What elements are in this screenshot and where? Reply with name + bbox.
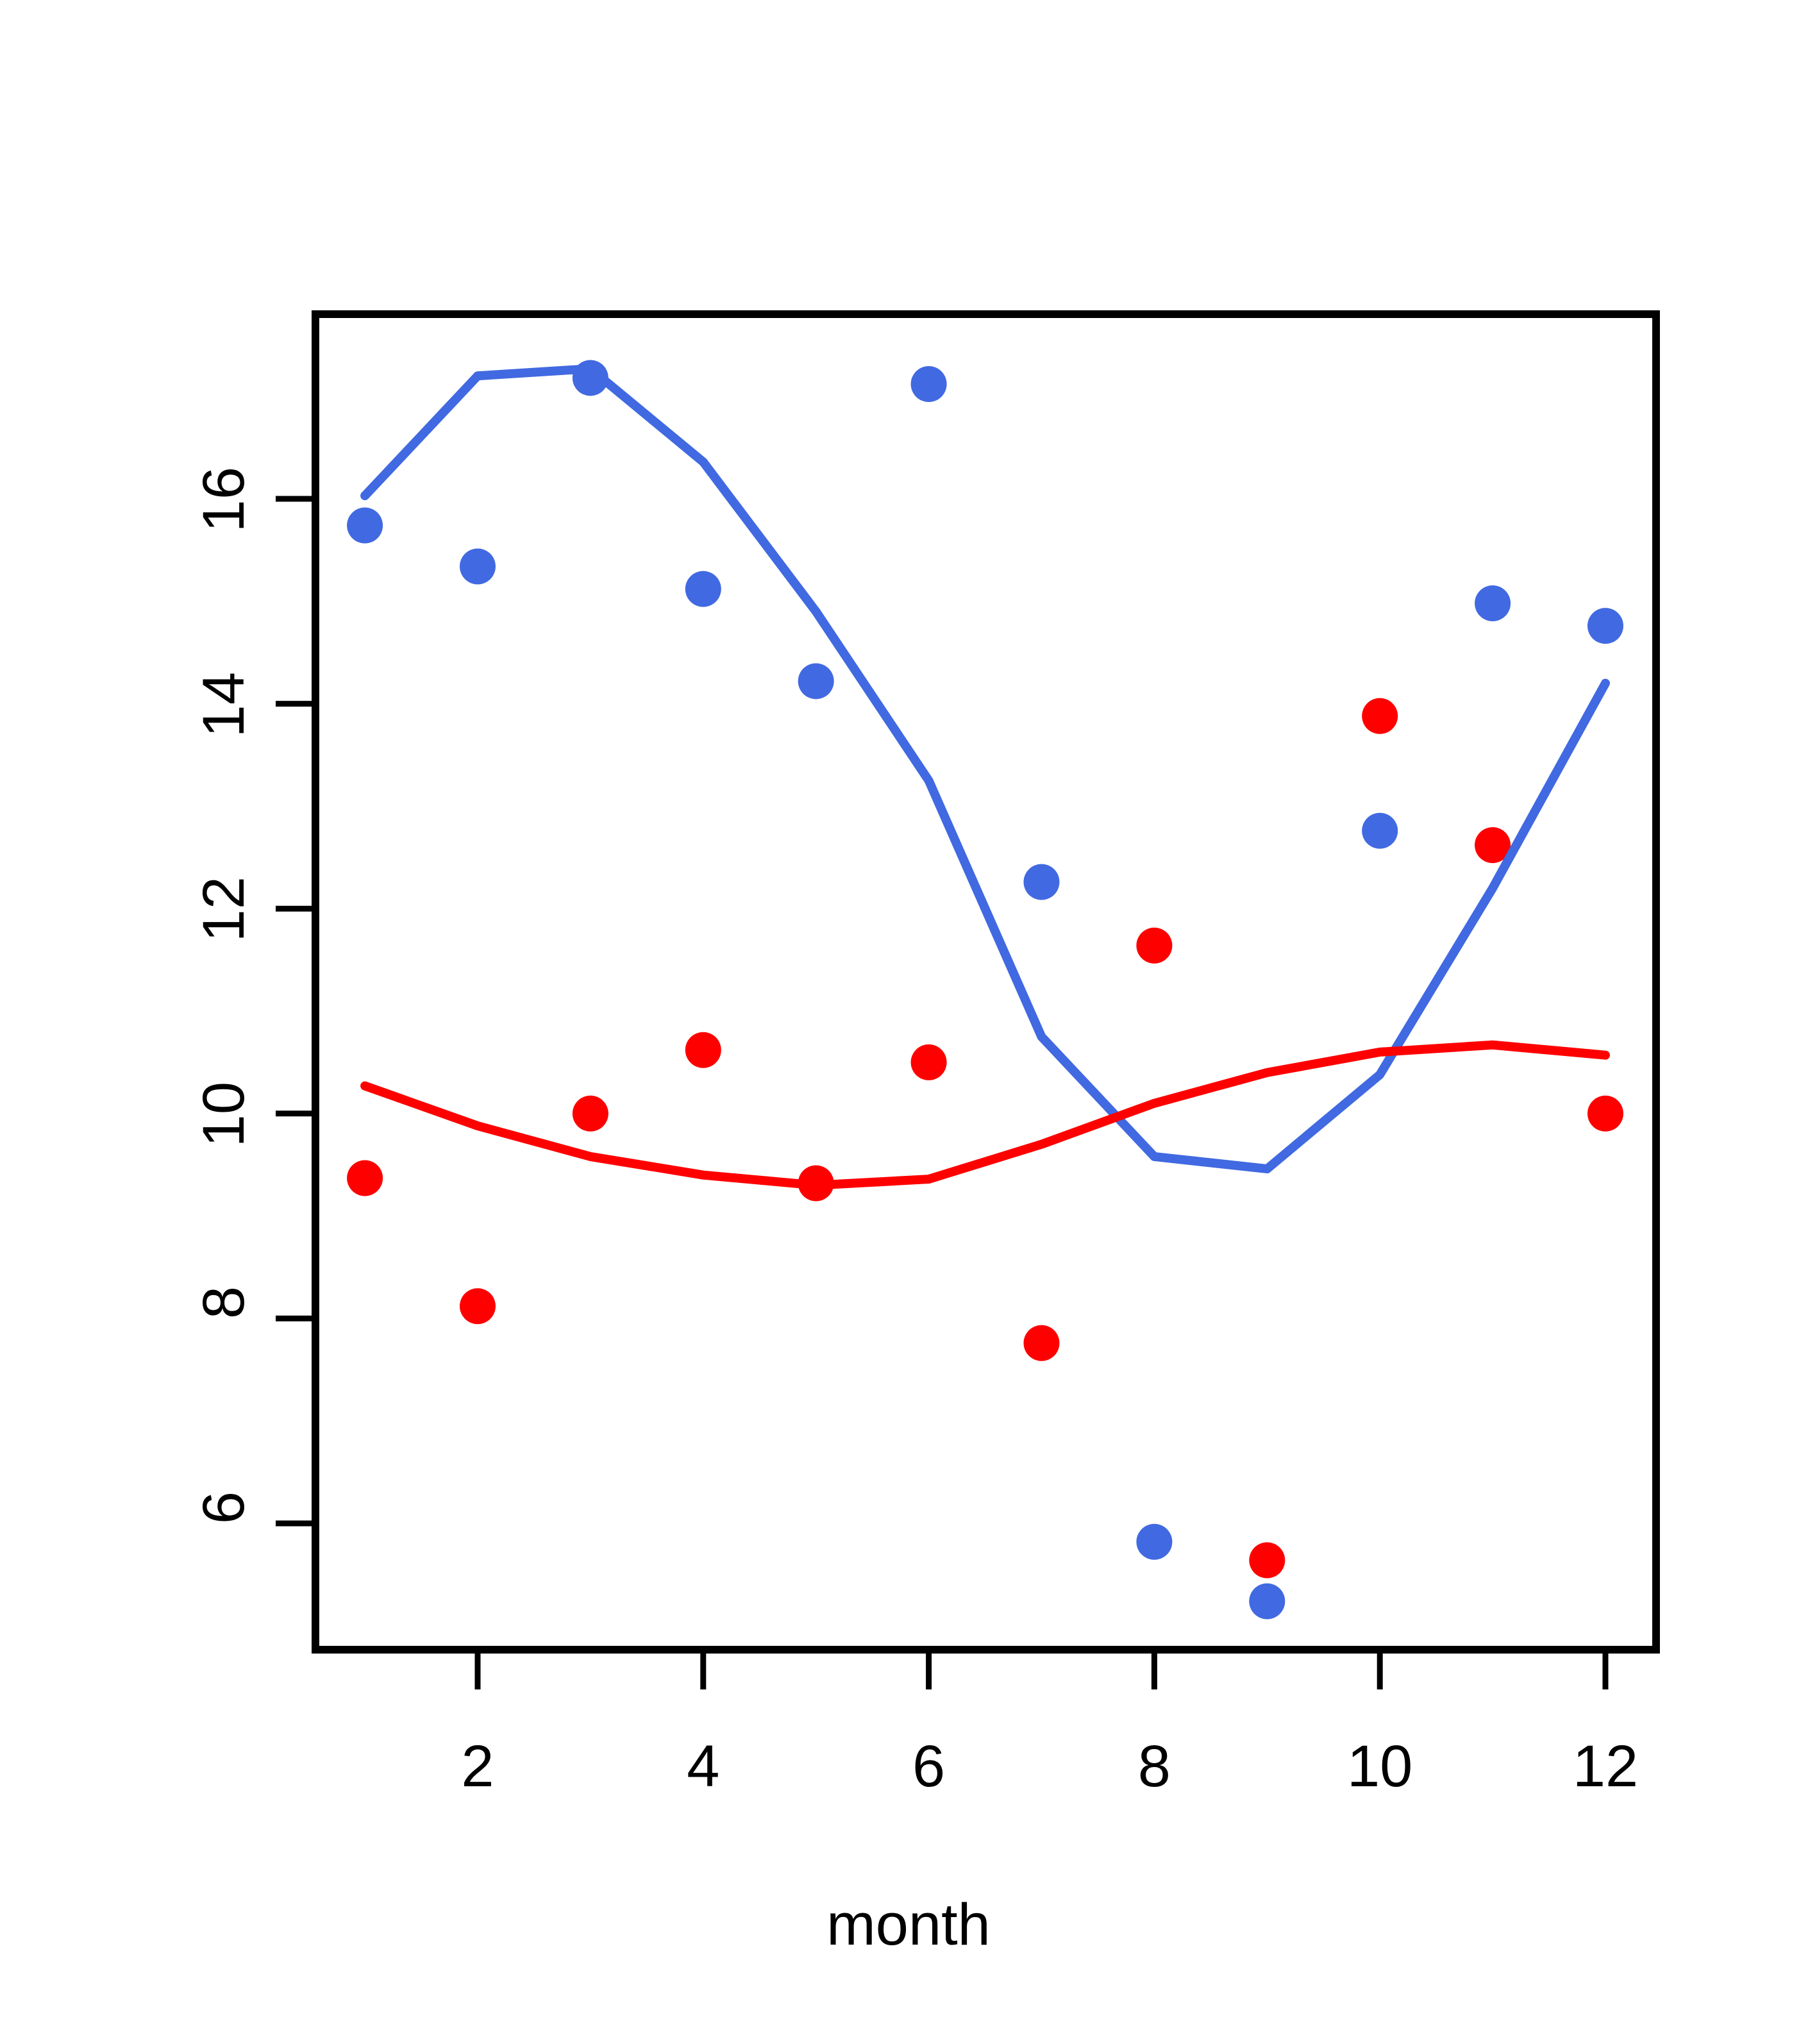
x-tick-label: 2: [461, 1734, 494, 1799]
blue-points-marker: [910, 366, 947, 403]
blue-points-marker: [460, 548, 496, 585]
x-tick-label: 6: [912, 1734, 946, 1799]
red-points-marker: [572, 1095, 608, 1132]
red-line: [360, 1040, 1610, 1190]
red-points-marker: [685, 1032, 721, 1068]
blue-points-marker: [1587, 608, 1623, 644]
red-points-marker: [460, 1288, 496, 1325]
axis-ticks: [276, 496, 1609, 1689]
y-tick-label: 16: [191, 467, 256, 533]
blue-points-marker: [798, 663, 834, 699]
x-tick-label: 12: [1572, 1734, 1639, 1799]
blue-points-marker: [1362, 812, 1398, 849]
blue-points-marker: [1136, 1523, 1173, 1560]
blue-points-marker: [1249, 1583, 1285, 1620]
blue-points-marker: [1023, 864, 1060, 900]
blue-points-marker: [1475, 585, 1511, 621]
x-tick-label: 10: [1347, 1734, 1413, 1799]
blue-line: [360, 364, 1610, 1174]
blue-points-marker: [347, 507, 383, 544]
red-points-marker: [1249, 1542, 1285, 1579]
red-points-marker: [1362, 698, 1398, 734]
x-tick-label: 8: [1137, 1734, 1171, 1799]
red-points-marker: [1587, 1095, 1623, 1132]
red-points-marker: [1475, 827, 1511, 864]
data-series-group: [347, 360, 1623, 1620]
red-points-marker: [1136, 927, 1173, 964]
red-points-marker: [910, 1044, 947, 1080]
plot-frame: [312, 310, 1660, 1654]
blue-points-marker: [685, 571, 721, 607]
red-points-marker: [1023, 1325, 1060, 1361]
x-axis-label: month: [826, 1892, 991, 1957]
x-tick-label: 4: [687, 1734, 720, 1799]
red-points-marker: [347, 1160, 383, 1196]
